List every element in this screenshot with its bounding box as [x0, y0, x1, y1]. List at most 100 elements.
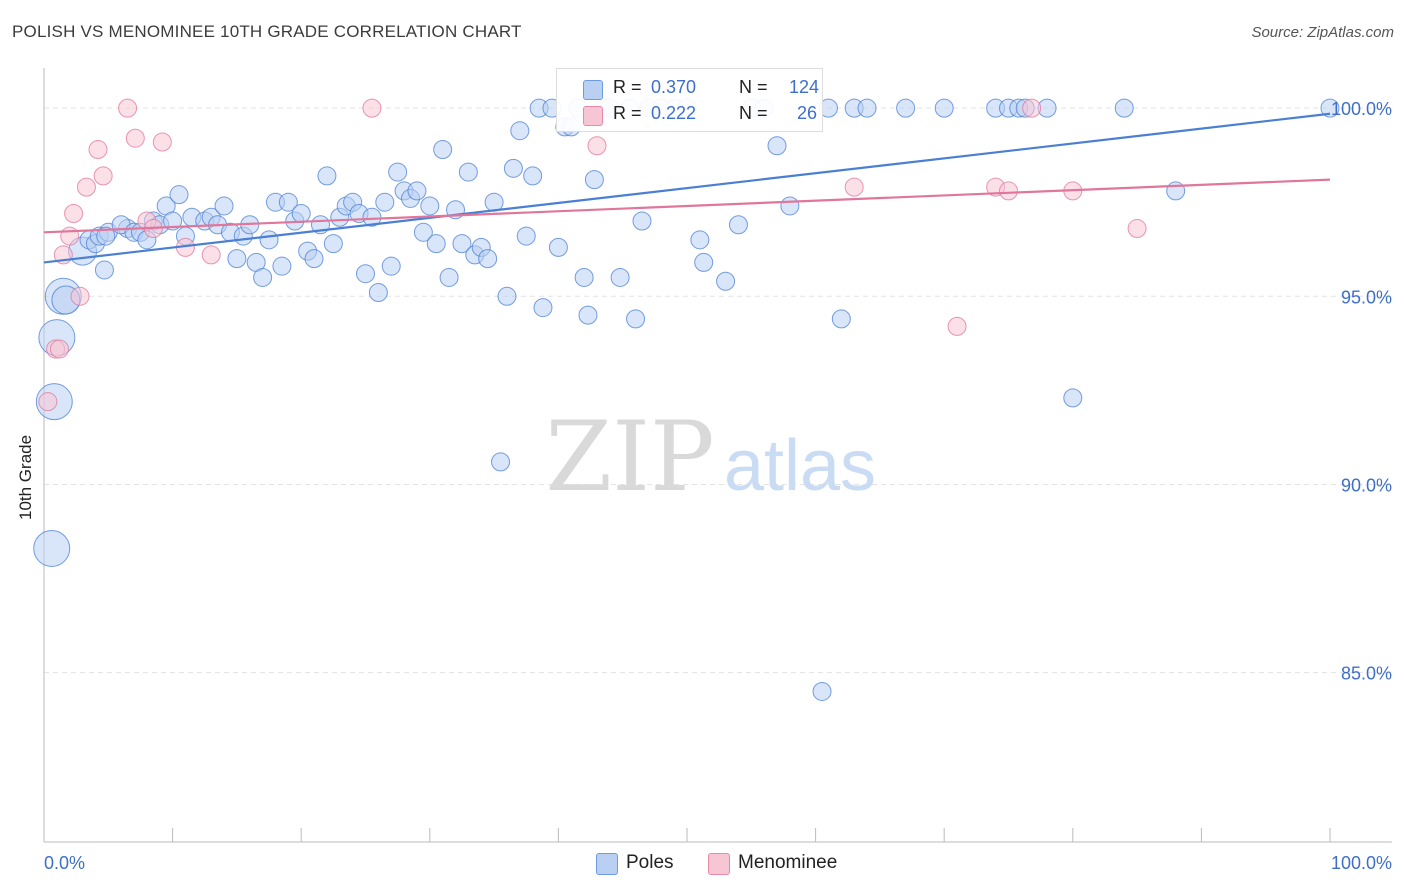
legend-swatch-poles	[596, 853, 618, 875]
chart-title: POLISH VS MENOMINEE 10TH GRADE CORRELATI…	[12, 22, 522, 41]
poles-point	[375, 192, 395, 212]
watermark-atlas: atlas	[724, 426, 876, 506]
poles-point	[1114, 98, 1134, 118]
poles-point	[278, 192, 298, 212]
poles-point	[1320, 98, 1340, 118]
menominee-point	[947, 316, 967, 336]
poles-point	[610, 267, 630, 287]
poles-point	[510, 121, 530, 141]
axes	[43, 68, 1392, 843]
watermark-zip: ZIP	[545, 401, 714, 513]
menominee-point	[201, 245, 221, 265]
poles-point	[478, 249, 498, 269]
poles-point	[584, 170, 604, 190]
poles-point	[632, 211, 652, 231]
poles-point	[317, 166, 337, 186]
poles-point	[214, 196, 234, 216]
menominee-point	[362, 98, 382, 118]
legend: Poles Menominee	[0, 852, 1406, 878]
menominee-point	[93, 166, 113, 186]
grid-lines	[44, 107, 1392, 674]
menominee-point	[64, 203, 84, 223]
poles-point	[896, 98, 916, 118]
y-tick-label: 95.0%	[1341, 287, 1392, 307]
tick-labels: 85.0% 90.0% 95.0% 100.0% 0.0% 100.0%	[44, 99, 1392, 873]
poles-point	[96, 226, 116, 246]
poles-point	[716, 271, 736, 291]
poles-point	[523, 166, 543, 186]
menominee-point	[844, 177, 864, 197]
x-tick-label: 100.0%	[1331, 853, 1392, 873]
source-label: Source: ZipAtlas.com	[1251, 24, 1394, 41]
y-tick-label: 100.0%	[1331, 99, 1392, 119]
poles-point	[253, 267, 273, 287]
menominee-point	[1022, 98, 1042, 118]
poles-point	[452, 234, 472, 254]
menominee-point	[88, 140, 108, 160]
poles-point	[690, 230, 710, 250]
x-tick-label: 0.0%	[44, 853, 85, 873]
menominee-point	[999, 181, 1018, 201]
poles-point	[728, 215, 748, 235]
poles-swatch	[583, 80, 603, 100]
data-points	[33, 98, 1340, 701]
menominee-point	[587, 136, 607, 156]
poles-point	[533, 298, 553, 318]
poles-point	[420, 196, 440, 216]
poles-point	[626, 309, 646, 329]
stats-n-value: 26	[797, 103, 818, 123]
y-tick-label: 90.0%	[1341, 475, 1392, 495]
stats-r-value: 0.370	[651, 77, 697, 97]
legend-label-menominee: Menominee	[738, 852, 838, 873]
poles-point	[458, 162, 478, 182]
poles-point	[484, 192, 504, 212]
poles-point	[578, 305, 598, 325]
poles-point	[291, 203, 311, 223]
poles-point	[304, 249, 324, 269]
poles-point	[227, 249, 247, 269]
stats-n-label: N =	[739, 103, 768, 123]
poles-point	[857, 98, 877, 118]
poles-point	[433, 140, 453, 160]
poles-point	[780, 196, 800, 216]
poles-point	[169, 185, 189, 205]
poles-point	[439, 267, 459, 287]
stats-r-value: 0.222	[651, 103, 697, 123]
poles-point	[831, 309, 851, 329]
watermark: ZIP atlas	[545, 401, 876, 513]
poles-point	[388, 162, 408, 182]
poles-point	[407, 181, 427, 201]
poles-point	[503, 158, 523, 178]
poles-point	[94, 260, 114, 280]
poles-point	[548, 237, 568, 257]
poles-point	[413, 222, 433, 242]
poles-point	[497, 286, 517, 306]
menominee-point	[49, 339, 69, 359]
stats-n-value: 124	[789, 77, 820, 97]
poles-point	[163, 211, 183, 231]
menominee-point	[76, 177, 96, 197]
poles-point	[934, 98, 954, 118]
poles-point	[323, 234, 343, 254]
legend-label-poles: Poles	[626, 852, 674, 873]
menominee-point	[152, 132, 172, 152]
poles-point	[381, 256, 401, 276]
stats-box: R = 0.370 N = 124 R = 0.222 N = 26	[556, 68, 823, 132]
stats-r-label: R =	[613, 77, 642, 97]
menominee-point	[118, 98, 138, 118]
y-tick-label: 85.0%	[1341, 664, 1392, 684]
menominee-swatch	[583, 106, 603, 126]
poles-point	[491, 452, 511, 472]
poles-point	[694, 252, 714, 272]
poles-point	[33, 529, 71, 567]
menominee-point	[70, 286, 90, 306]
poles-point	[574, 267, 594, 287]
poles-point	[368, 283, 388, 303]
stats-r-label: R =	[613, 103, 642, 123]
poles-point	[362, 207, 382, 227]
poles-point	[272, 256, 292, 276]
poles-point	[767, 136, 787, 156]
menominee-trend-line	[43, 178, 1331, 234]
poles-point	[1063, 388, 1083, 408]
poles-point	[356, 264, 375, 284]
